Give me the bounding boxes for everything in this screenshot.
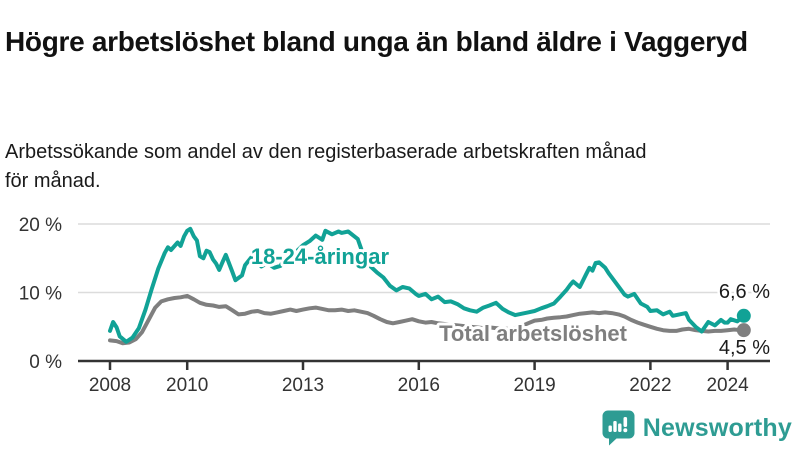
x-axis-tick-label: 2024: [706, 375, 749, 396]
x-axis-tick-label: 2008: [89, 375, 131, 396]
newsworthy-logo[interactable]: Newsworthy: [602, 410, 792, 446]
newsworthy-icon: [602, 410, 635, 446]
y-axis-tick-label: 10 %: [19, 284, 62, 305]
series-end-value-label: 4,5 %: [719, 337, 770, 359]
x-axis-tick-label: 2010: [166, 375, 208, 396]
chart-canvas: 0 % 10 % 20 % 2008 2010 2013 2016 2019 2022 2024 4…: [19, 215, 773, 396]
series-end-dot: [736, 308, 751, 323]
page-title: Högre arbetslöshet bland unga än bland ä…: [5, 25, 748, 57]
y-axis-tick-label: 20 %: [19, 215, 62, 236]
newsworthy-wordmark: Newsworthy: [642, 413, 792, 442]
x-axis-tick-label: 2016: [398, 375, 440, 396]
y-axis-tick-label: 0 %: [29, 352, 62, 373]
series-line: [108, 293, 746, 346]
series-end-dot: [736, 323, 751, 338]
series-end-value-label: 6,6 %: [719, 281, 770, 303]
series-inline-label: Total arbetslöshet: [439, 321, 628, 346]
x-axis-tick-label: 2022: [629, 375, 671, 396]
series-line: [108, 226, 746, 344]
line-chart: 0 % 10 % 20 % 2008 2010 2013 2016 2019 2022 2024 4…: [0, 200, 800, 405]
series-inline-label: 18-24-åringar: [251, 244, 390, 269]
x-axis-tick-label: 2013: [282, 375, 324, 396]
x-axis-tick-label: 2019: [513, 375, 555, 396]
chart-subtitle: Arbetssökande som andel av den registerb…: [5, 141, 647, 192]
